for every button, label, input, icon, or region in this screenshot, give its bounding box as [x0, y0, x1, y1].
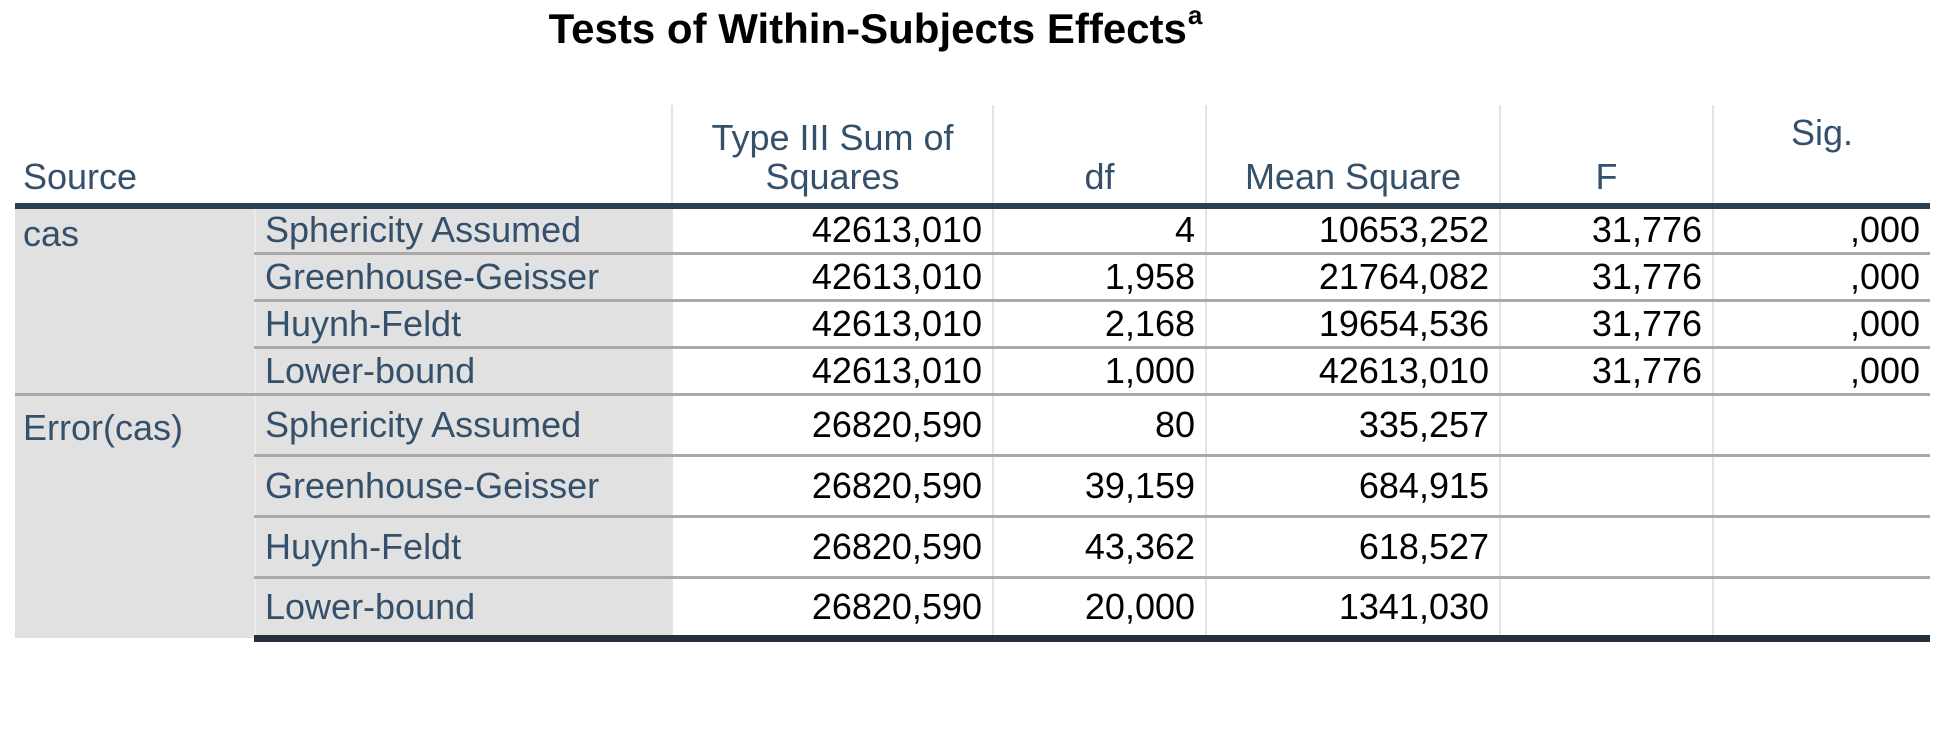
table-row: Greenhouse-Geisser 42613,010 1,958 21764…: [15, 253, 1931, 302]
table-row: Huynh-Feldt 42613,010 2,168 19654,536 31…: [15, 300, 1931, 349]
tests-of-within-subjects-effects-table: Source Type III Sum of Squares df Mean S…: [15, 105, 1931, 642]
mean-square-cell: 618,527: [1205, 516, 1501, 579]
method-cell: Huynh-Feldt: [253, 516, 673, 579]
sum-of-squares-cell: 26820,590: [671, 577, 994, 642]
sig-cell: ,000: [1712, 300, 1931, 349]
method-cell: Sphericity Assumed: [253, 206, 673, 255]
table-row: Lower-bound 26820,590 20,000 1341,030: [15, 577, 1931, 642]
mean-square-cell: 42613,010: [1205, 347, 1501, 396]
table-title: Tests of Within-Subjects Effectsa: [0, 0, 1750, 53]
sum-of-squares-cell: 26820,590: [671, 394, 994, 457]
table-row: Lower-bound 42613,010 1,000 42613,010 31…: [15, 347, 1931, 396]
table-title-text: Tests of Within-Subjects Effects: [548, 5, 1187, 52]
col-header-df: df: [992, 105, 1207, 209]
mean-square-cell: 335,257: [1205, 394, 1501, 457]
df-cell: 20,000: [992, 577, 1207, 642]
sum-of-squares-cell: 42613,010: [671, 300, 994, 349]
df-cell: 43,362: [992, 516, 1207, 579]
source-cell: cas: [15, 206, 255, 396]
sig-cell: ,000: [1712, 347, 1931, 396]
sig-cell: ,000: [1712, 253, 1931, 302]
f-cell: [1499, 577, 1714, 642]
col-header-mean-square: Mean Square: [1205, 105, 1501, 209]
col-header-sum-of-squares: Type III Sum of Squares: [671, 105, 994, 209]
sum-of-squares-cell: 42613,010: [671, 347, 994, 396]
f-cell: 31,776: [1499, 253, 1714, 302]
sig-cell: ,000: [1712, 206, 1931, 255]
df-cell: 1,958: [992, 253, 1207, 302]
mean-square-cell: 21764,082: [1205, 253, 1501, 302]
df-cell: 39,159: [992, 455, 1207, 518]
f-cell: [1499, 455, 1714, 518]
method-cell: Greenhouse-Geisser: [253, 253, 673, 302]
table-row: Greenhouse-Geisser 26820,590 39,159 684,…: [15, 455, 1931, 518]
df-cell: 2,168: [992, 300, 1207, 349]
col-header-f: F: [1499, 105, 1714, 209]
title-footnote-marker: a: [1187, 0, 1203, 30]
table-container: Source Type III Sum of Squares df Mean S…: [15, 105, 1931, 642]
mean-square-cell: 19654,536: [1205, 300, 1501, 349]
f-cell: [1499, 394, 1714, 457]
sum-of-squares-cell: 26820,590: [671, 516, 994, 579]
header-row: Source Type III Sum of Squares df Mean S…: [15, 105, 1931, 209]
sig-cell: [1712, 577, 1931, 642]
table-row: cas Sphericity Assumed 42613,010 4 10653…: [15, 206, 1931, 396]
f-cell: 31,776: [1499, 300, 1714, 349]
mean-square-cell: 10653,252: [1205, 206, 1501, 255]
method-cell: Sphericity Assumed: [253, 394, 673, 457]
f-cell: [1499, 516, 1714, 579]
table-row: Huynh-Feldt 26820,590 43,362 618,527: [15, 516, 1931, 579]
method-cell: Lower-bound: [253, 577, 673, 642]
sig-cell: [1712, 455, 1931, 518]
sig-cell: [1712, 516, 1931, 579]
table-row: Error(cas) Sphericity Assumed 26820,590 …: [15, 394, 1931, 638]
sum-of-squares-cell: 42613,010: [671, 206, 994, 255]
method-cell: Greenhouse-Geisser: [253, 455, 673, 518]
f-cell: 31,776: [1499, 347, 1714, 396]
mean-square-cell: 684,915: [1205, 455, 1501, 518]
df-cell: 4: [992, 206, 1207, 255]
method-cell: Huynh-Feldt: [253, 300, 673, 349]
df-cell: 1,000: [992, 347, 1207, 396]
sig-cell: [1712, 394, 1931, 457]
f-cell: 31,776: [1499, 206, 1714, 255]
mean-square-cell: 1341,030: [1205, 577, 1501, 642]
sum-of-squares-cell: 26820,590: [671, 455, 994, 518]
df-cell: 80: [992, 394, 1207, 457]
col-header-source: Source: [15, 105, 673, 209]
method-cell: Lower-bound: [253, 347, 673, 396]
source-cell: Error(cas): [15, 394, 255, 638]
sum-of-squares-cell: 42613,010: [671, 253, 994, 302]
col-header-sig: Sig.: [1712, 105, 1931, 209]
